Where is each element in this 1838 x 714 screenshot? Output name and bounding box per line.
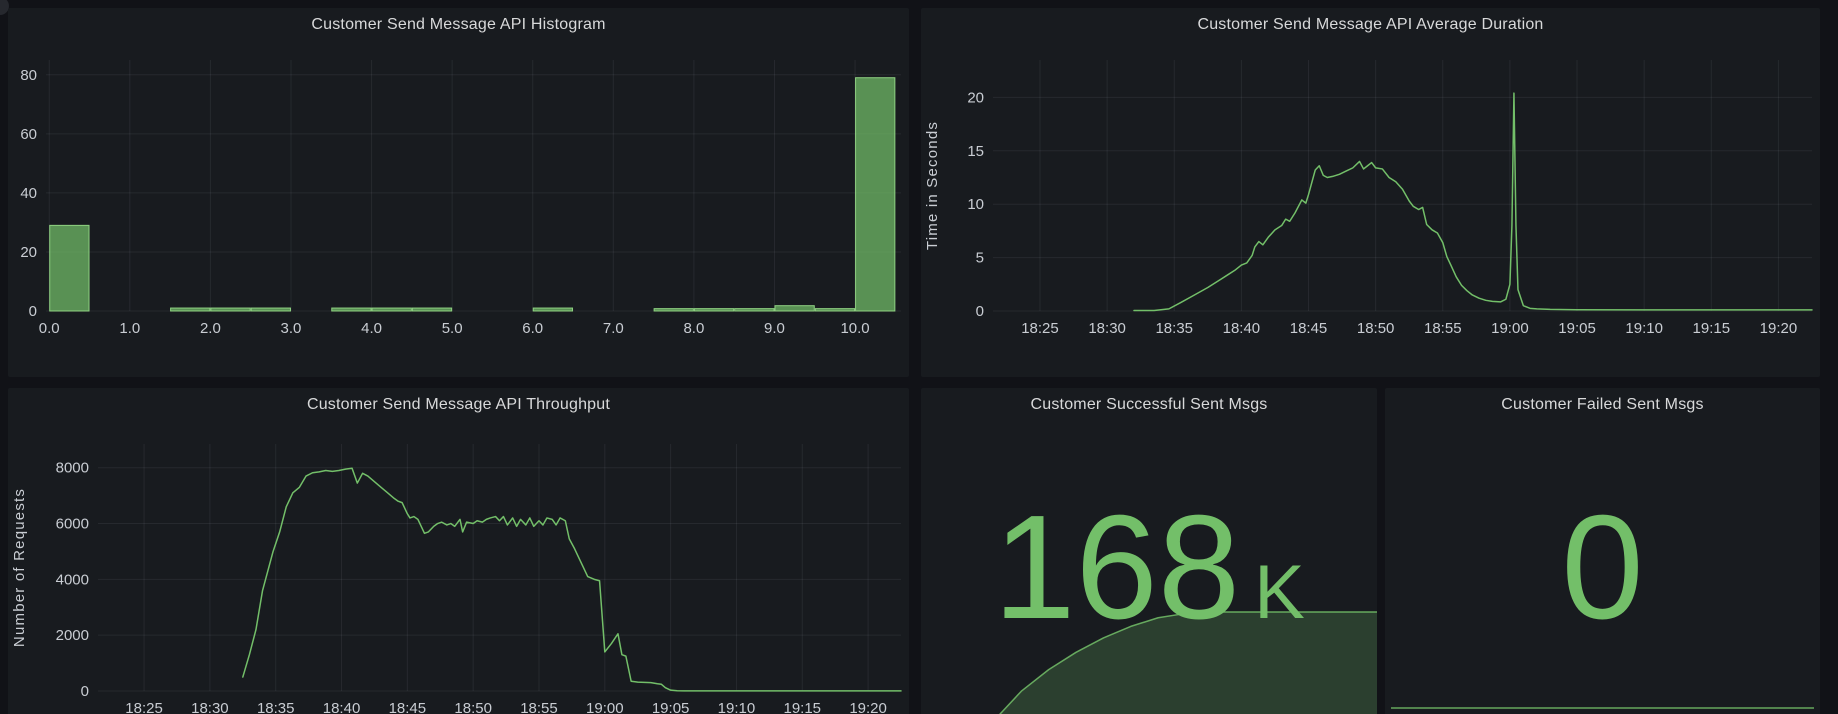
svg-text:18:40: 18:40 bbox=[1223, 320, 1261, 337]
svg-text:6000: 6000 bbox=[56, 516, 89, 533]
svg-text:19:15: 19:15 bbox=[783, 700, 821, 714]
svg-text:19:00: 19:00 bbox=[586, 700, 624, 714]
svg-text:5.0: 5.0 bbox=[442, 320, 463, 337]
svg-text:18:50: 18:50 bbox=[1357, 320, 1395, 337]
svg-text:Time in Seconds: Time in Seconds bbox=[924, 121, 941, 250]
svg-text:18:55: 18:55 bbox=[1424, 320, 1462, 337]
throughput-plot-area[interactable]: 18:25 18:30 18:35 18:40 18:45 18:50 18:55 19:00… bbox=[8, 388, 909, 714]
svg-text:0: 0 bbox=[976, 303, 984, 320]
svg-text:18:25: 18:25 bbox=[125, 700, 163, 714]
svg-text:2.0: 2.0 bbox=[200, 320, 221, 337]
svg-text:2000: 2000 bbox=[56, 627, 89, 644]
svg-text:19:10: 19:10 bbox=[1625, 320, 1663, 337]
svg-text:19:20: 19:20 bbox=[849, 700, 887, 714]
stat-value-row: 168 K bbox=[921, 494, 1377, 642]
svg-text:60: 60 bbox=[20, 126, 37, 143]
svg-text:18:25: 18:25 bbox=[1021, 320, 1059, 337]
svg-text:18:50: 18:50 bbox=[454, 700, 492, 714]
panel-title[interactable]: Customer Send Message API Average Durati… bbox=[1197, 16, 1544, 33]
successful-sparkline bbox=[999, 611, 1377, 714]
svg-text:19:05: 19:05 bbox=[652, 700, 690, 714]
avg-duration-plot-area[interactable]: 18:25 18:30 18:35 18:40 18:45 18:50 18:55 19:00… bbox=[921, 8, 1820, 377]
panel-throughput: Customer Send Message API Throughput 18:… bbox=[8, 388, 909, 714]
svg-text:15: 15 bbox=[967, 143, 984, 160]
svg-text:1.0: 1.0 bbox=[119, 320, 140, 337]
svg-text:6.0: 6.0 bbox=[522, 320, 543, 337]
svg-text:9.0: 9.0 bbox=[764, 320, 785, 337]
failed-sparkline bbox=[1391, 707, 1814, 709]
svg-text:10.0: 10.0 bbox=[840, 320, 869, 337]
svg-text:Number of Requests: Number of Requests bbox=[11, 488, 28, 647]
svg-text:19:05: 19:05 bbox=[1558, 320, 1596, 337]
svg-text:20: 20 bbox=[967, 89, 984, 106]
panel-title[interactable]: Customer Successful Sent Msgs bbox=[1030, 396, 1268, 413]
svg-text:18:30: 18:30 bbox=[1088, 320, 1126, 337]
svg-text:4000: 4000 bbox=[56, 571, 89, 588]
svg-text:3.0: 3.0 bbox=[281, 320, 302, 337]
svg-text:7.0: 7.0 bbox=[603, 320, 624, 337]
svg-text:4.0: 4.0 bbox=[361, 320, 382, 337]
svg-text:18:55: 18:55 bbox=[520, 700, 558, 714]
svg-text:19:00: 19:00 bbox=[1491, 320, 1529, 337]
svg-text:19:15: 19:15 bbox=[1693, 320, 1731, 337]
svg-text:8000: 8000 bbox=[56, 460, 89, 477]
svg-text:19:10: 19:10 bbox=[718, 700, 756, 714]
panel-title[interactable]: Customer Send Message API Throughput bbox=[306, 396, 611, 413]
svg-text:18:40: 18:40 bbox=[323, 700, 361, 714]
svg-text:18:30: 18:30 bbox=[191, 700, 229, 714]
stat-value-row: 0 bbox=[1385, 494, 1820, 642]
panel-title[interactable]: Customer Send Message API Histogram bbox=[311, 16, 606, 33]
stat-value: 168 bbox=[993, 485, 1241, 650]
svg-text:20: 20 bbox=[20, 244, 37, 261]
corner-artifact bbox=[0, 0, 9, 15]
svg-text:18:35: 18:35 bbox=[1155, 320, 1193, 337]
svg-text:0: 0 bbox=[81, 683, 89, 700]
panel-avg-duration: Customer Send Message API Average Durati… bbox=[921, 8, 1820, 377]
panel-histogram: Customer Send Message API Histogram 0.0 1… bbox=[8, 8, 909, 377]
panel-failed-sent: Customer Failed Sent Msgs 0 bbox=[1385, 388, 1820, 714]
svg-text:80: 80 bbox=[20, 67, 37, 84]
legend: {instance="54.154.24.138:8080", job="gra… bbox=[957, 346, 1814, 366]
svg-text:18:45: 18:45 bbox=[1290, 320, 1328, 337]
panel-successful-sent: Customer Successful Sent Msgs 168 K bbox=[921, 388, 1377, 714]
svg-text:0.0: 0.0 bbox=[39, 320, 60, 337]
panel-title[interactable]: Customer Failed Sent Msgs bbox=[1501, 396, 1704, 413]
stat-value: 0 bbox=[1561, 485, 1644, 650]
svg-text:19:20: 19:20 bbox=[1760, 320, 1798, 337]
stat-unit: K bbox=[1254, 550, 1305, 635]
svg-text:18:45: 18:45 bbox=[389, 700, 427, 714]
svg-text:40: 40 bbox=[20, 185, 37, 202]
svg-text:5: 5 bbox=[976, 250, 984, 267]
svg-text:8.0: 8.0 bbox=[683, 320, 704, 337]
histogram-plot-area[interactable]: 0.0 1.0 2.0 3.0 4.0 5.0 6.0 7.0 8.0 9.0 10.0 0 20 40 6… bbox=[8, 8, 909, 377]
svg-text:10: 10 bbox=[967, 196, 984, 213]
svg-text:18:35: 18:35 bbox=[257, 700, 295, 714]
svg-text:0: 0 bbox=[29, 303, 37, 320]
legend: histogram_quantile(0.99, sum(rate(send_m… bbox=[44, 346, 903, 366]
